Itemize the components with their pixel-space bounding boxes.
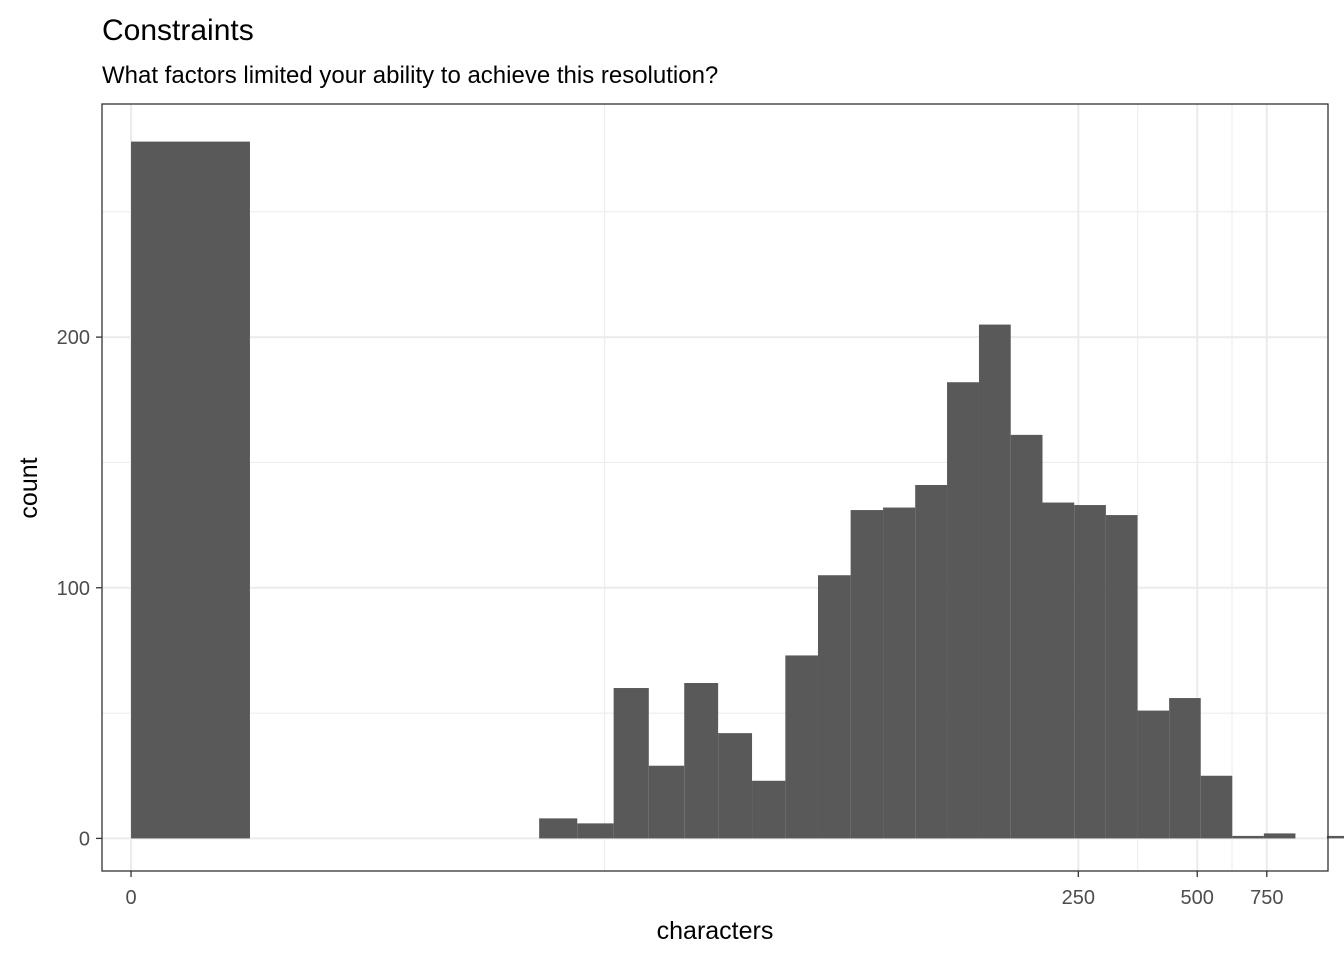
histogram-bar <box>915 484 948 839</box>
x-tick-label: 0 <box>125 887 136 909</box>
histogram-bar <box>648 765 685 839</box>
histogram-bar <box>613 688 649 839</box>
y-axis-title: count <box>15 457 43 518</box>
histogram-bar <box>817 575 851 839</box>
histogram-bar <box>1263 833 1296 839</box>
histogram-bar <box>1326 835 1344 839</box>
histogram-bar <box>131 141 250 839</box>
histogram-bar <box>1169 698 1201 839</box>
y-tick-label: 200 <box>57 327 90 349</box>
histogram-bar <box>539 818 578 839</box>
histogram-bar <box>752 780 786 839</box>
y-tick-label: 100 <box>57 578 90 600</box>
histogram-bar <box>1074 505 1106 839</box>
histogram-bar <box>577 823 614 839</box>
histogram-bar <box>978 324 1011 839</box>
histogram-bars <box>131 141 1344 839</box>
histogram-bar <box>1200 775 1233 839</box>
x-tick-label: 750 <box>1250 887 1283 909</box>
chart-subtitle: What factors limited your ability to ach… <box>102 62 718 89</box>
histogram-bar <box>1010 434 1043 839</box>
y-tick-label: 0 <box>79 828 90 850</box>
histogram-bar <box>785 655 818 839</box>
grid-lines <box>102 104 1328 871</box>
chart-title: Constraints <box>102 14 254 47</box>
x-tick-label: 500 <box>1181 887 1214 909</box>
histogram-bar <box>718 733 753 839</box>
histogram-bar <box>947 382 979 839</box>
histogram-bar <box>1105 515 1138 839</box>
histogram-bar <box>850 510 884 839</box>
plot-border <box>101 103 1329 872</box>
x-tick-label: 250 <box>1062 887 1095 909</box>
y-axis: 0 100 200 <box>57 327 102 850</box>
histogram-bar <box>1042 502 1075 839</box>
x-axis-title: characters <box>657 917 774 945</box>
histogram-bar <box>883 507 916 839</box>
x-axis: 0 250 500 750 <box>125 871 1283 909</box>
histogram-bar <box>684 683 719 839</box>
histogram-bar <box>1232 835 1264 839</box>
histogram-bar <box>1137 710 1170 839</box>
